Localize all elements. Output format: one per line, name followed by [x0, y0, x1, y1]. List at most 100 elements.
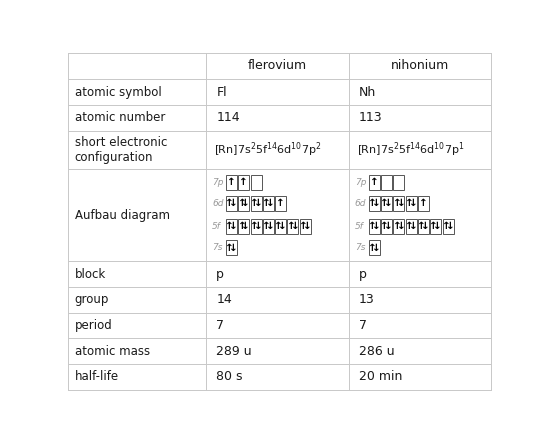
Text: ↑: ↑ — [227, 177, 236, 187]
Text: Fl: Fl — [216, 86, 227, 99]
Text: 286 u: 286 u — [359, 345, 395, 358]
Bar — [263, 196, 274, 211]
Text: configuration: configuration — [75, 151, 153, 164]
Bar — [381, 219, 392, 234]
Bar — [381, 196, 392, 211]
Text: block: block — [75, 268, 106, 281]
Text: ↑: ↑ — [250, 198, 258, 208]
Text: ↑: ↑ — [368, 221, 377, 231]
Bar — [430, 219, 441, 234]
Text: 113: 113 — [359, 111, 383, 124]
Text: 6d: 6d — [355, 199, 366, 208]
Bar — [381, 175, 392, 190]
Text: ↑: ↑ — [225, 243, 234, 253]
Bar — [275, 196, 286, 211]
Text: ↓: ↓ — [229, 243, 238, 253]
Text: ↑: ↑ — [225, 221, 234, 231]
Text: flerovium: flerovium — [248, 60, 307, 72]
Text: ↓: ↓ — [254, 221, 263, 231]
Text: ↓: ↓ — [278, 221, 287, 231]
Text: ↑: ↑ — [370, 177, 379, 187]
Bar — [369, 175, 380, 190]
Text: nihonium: nihonium — [391, 60, 449, 72]
Text: 7p: 7p — [212, 178, 224, 187]
Text: ↑: ↑ — [393, 198, 401, 208]
Bar — [263, 219, 274, 234]
Text: ↑: ↑ — [405, 221, 414, 231]
Text: 80 s: 80 s — [216, 371, 243, 384]
Bar — [300, 219, 311, 234]
Text: 6d: 6d — [212, 199, 224, 208]
Text: Nh: Nh — [359, 86, 376, 99]
Text: ↓: ↓ — [372, 221, 381, 231]
Text: ↓: ↓ — [396, 221, 405, 231]
Text: Aufbau diagram: Aufbau diagram — [75, 209, 170, 222]
Bar — [226, 240, 237, 255]
Text: ↓: ↓ — [409, 198, 418, 208]
Text: ↓: ↓ — [384, 221, 393, 231]
Text: 5f: 5f — [355, 222, 364, 231]
Bar — [251, 219, 262, 234]
Text: $\rm{[Rn]7s}^2\rm{5}f^{14}\rm{6}d^{10}\rm{7}p^1$: $\rm{[Rn]7s}^2\rm{5}f^{14}\rm{6}d^{10}\r… — [357, 141, 465, 159]
Text: p: p — [216, 268, 224, 281]
Bar — [406, 196, 417, 211]
Text: ↑: ↑ — [393, 221, 401, 231]
Text: ↓: ↓ — [434, 221, 442, 231]
Text: 289 u: 289 u — [216, 345, 252, 358]
Text: short electronic: short electronic — [75, 136, 167, 149]
Text: 5f: 5f — [212, 222, 221, 231]
Bar — [394, 219, 405, 234]
Text: ↓: ↓ — [372, 198, 381, 208]
Bar — [251, 196, 262, 211]
Bar — [226, 175, 237, 190]
Text: half-life: half-life — [75, 371, 118, 384]
Bar — [251, 175, 262, 190]
Bar — [239, 175, 250, 190]
Text: ↓: ↓ — [446, 221, 454, 231]
Bar — [394, 175, 405, 190]
Text: atomic mass: atomic mass — [75, 345, 150, 358]
Text: atomic number: atomic number — [75, 111, 165, 124]
Text: ↓: ↓ — [290, 221, 299, 231]
Text: 20 min: 20 min — [359, 371, 402, 384]
Text: ↓: ↓ — [421, 221, 430, 231]
Bar — [287, 219, 299, 234]
Text: ↑: ↑ — [274, 221, 283, 231]
Text: period: period — [75, 319, 112, 332]
Text: $\rm{[Rn]7s}^2\rm{5}f^{14}\rm{6}d^{10}\rm{7}p^2$: $\rm{[Rn]7s}^2\rm{5}f^{14}\rm{6}d^{10}\r… — [214, 141, 322, 159]
Text: 7p: 7p — [355, 178, 366, 187]
Text: 114: 114 — [216, 111, 240, 124]
Text: ↑: ↑ — [250, 221, 258, 231]
Bar — [239, 196, 250, 211]
Bar — [406, 219, 417, 234]
Text: ↑: ↑ — [429, 221, 438, 231]
Text: ↑: ↑ — [368, 198, 377, 208]
Bar — [369, 196, 380, 211]
Text: ↓: ↓ — [303, 221, 312, 231]
Text: ↑: ↑ — [287, 221, 295, 231]
Text: ↓: ↓ — [229, 221, 238, 231]
Text: ↓: ↓ — [254, 198, 263, 208]
Text: ↓: ↓ — [266, 198, 275, 208]
Text: ↓: ↓ — [229, 198, 238, 208]
Bar — [442, 219, 454, 234]
Text: ↑: ↑ — [419, 198, 428, 208]
Text: ↑: ↑ — [405, 198, 414, 208]
Text: ↓: ↓ — [241, 221, 250, 231]
Bar — [239, 219, 250, 234]
Text: ↑: ↑ — [276, 198, 285, 208]
Text: atomic symbol: atomic symbol — [75, 86, 162, 99]
Bar — [275, 219, 286, 234]
Bar — [226, 219, 237, 234]
Text: ↑: ↑ — [262, 221, 271, 231]
Text: ↓: ↓ — [396, 198, 405, 208]
Bar — [394, 196, 405, 211]
Text: ↑: ↑ — [368, 243, 377, 253]
Text: ↓: ↓ — [241, 198, 250, 208]
Text: ↑: ↑ — [225, 198, 234, 208]
Bar — [369, 240, 380, 255]
Text: group: group — [75, 293, 109, 307]
Text: 7s: 7s — [355, 243, 365, 252]
Text: 7: 7 — [216, 319, 224, 332]
Text: ↓: ↓ — [384, 198, 393, 208]
